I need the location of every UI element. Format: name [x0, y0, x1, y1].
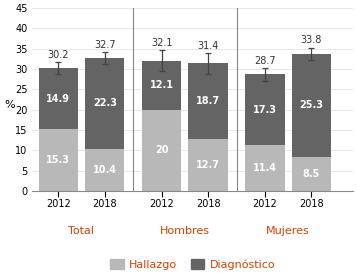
Bar [39, 129, 78, 191]
Text: 32.7: 32.7 [94, 40, 116, 50]
Text: 22.3: 22.3 [93, 99, 117, 108]
Text: 17.3: 17.3 [253, 105, 277, 115]
Text: 12.7: 12.7 [196, 160, 220, 170]
Text: 30.2: 30.2 [47, 50, 69, 60]
Text: Hombres: Hombres [160, 226, 210, 236]
Text: 20: 20 [155, 146, 169, 155]
Bar [142, 61, 181, 110]
Y-axis label: %: % [4, 100, 15, 110]
Bar [245, 145, 285, 191]
Text: 18.7: 18.7 [196, 96, 220, 106]
Legend: Hallazgo, Diagnóstico: Hallazgo, Diagnóstico [110, 259, 275, 270]
Bar [292, 156, 331, 191]
Bar [188, 140, 228, 191]
Bar [292, 54, 331, 156]
Bar [85, 149, 124, 191]
Text: 15.3: 15.3 [46, 155, 70, 165]
Bar [39, 68, 78, 129]
Text: 14.9: 14.9 [46, 94, 70, 104]
Bar [188, 63, 228, 140]
Bar [142, 110, 181, 191]
Text: 10.4: 10.4 [93, 165, 117, 175]
Text: 28.7: 28.7 [254, 56, 276, 66]
Bar [85, 58, 124, 149]
Text: 12.1: 12.1 [150, 80, 174, 90]
Text: 33.8: 33.8 [301, 35, 322, 45]
Text: 32.1: 32.1 [151, 38, 172, 48]
Text: 11.4: 11.4 [253, 163, 277, 173]
Text: Total: Total [69, 226, 95, 236]
Text: 8.5: 8.5 [303, 169, 320, 179]
Text: Mujeres: Mujeres [266, 226, 310, 236]
Bar [245, 75, 285, 145]
Text: 31.4: 31.4 [197, 41, 219, 51]
Text: 25.3: 25.3 [300, 100, 323, 110]
